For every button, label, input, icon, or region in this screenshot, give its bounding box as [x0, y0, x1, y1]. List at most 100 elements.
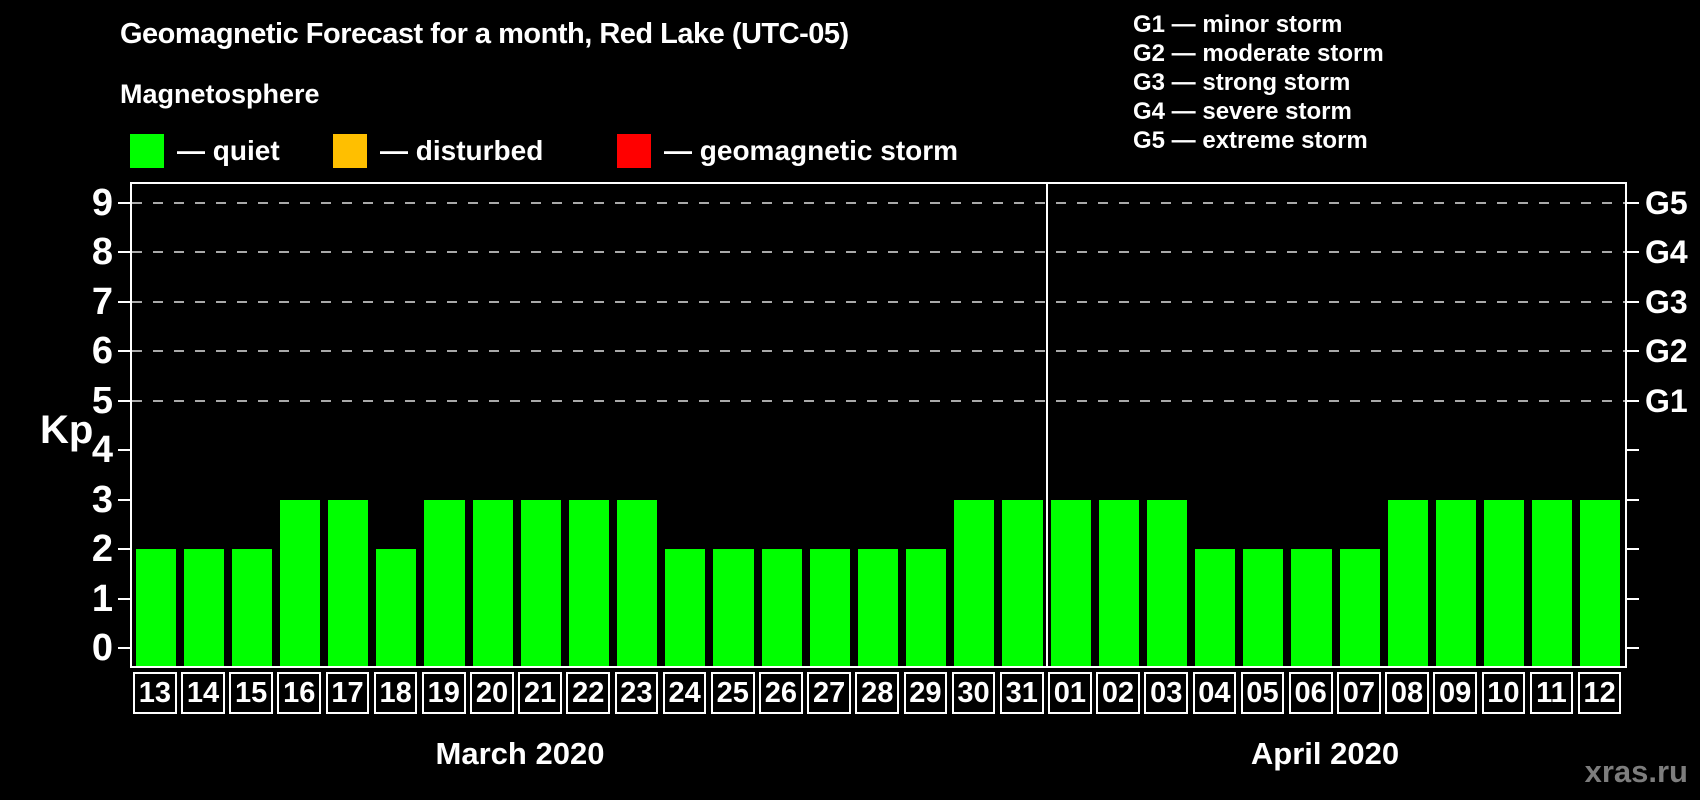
y-axis-tick-left	[118, 350, 130, 352]
y-tick-label: 6	[91, 330, 113, 372]
kp-bar	[809, 549, 850, 666]
kp-bar	[954, 499, 995, 666]
legend-heading: Magnetosphere	[120, 79, 320, 109]
month-label: April 2020	[1250, 736, 1400, 771]
y-tick-label: 5	[91, 379, 113, 422]
day-label-box: 07	[1337, 672, 1381, 714]
y-tick-label: 3	[91, 478, 113, 521]
y-axis-title: Kp	[40, 408, 94, 452]
day-label-box: 23	[614, 672, 659, 714]
kp-bar	[328, 499, 369, 666]
day-label-box: 13	[133, 672, 177, 714]
gridline-kp5	[132, 399, 1625, 402]
kp-bar	[376, 549, 417, 666]
g-axis-label: G5	[1645, 184, 1688, 221]
y-axis-tick-left	[118, 399, 130, 402]
kp-bar	[1002, 499, 1043, 666]
kp-bar	[520, 499, 561, 666]
kp-bar	[906, 549, 947, 666]
kp-bar	[1050, 499, 1091, 666]
plot-area	[130, 182, 1627, 668]
legend-item-label: — quiet	[177, 135, 280, 166]
kp-bar	[424, 499, 465, 666]
g-axis-label: G2	[1645, 333, 1688, 369]
disturbed-swatch-icon	[333, 134, 367, 168]
day-label-box: 11	[1529, 672, 1574, 714]
kp-bar	[183, 549, 224, 666]
day-label-box: 02	[1096, 672, 1140, 714]
kp-bar	[665, 549, 706, 666]
y-tick-label: 0	[91, 627, 113, 669]
g-scale-legend: G1 — minor storm G2 — moderate storm G3 — …	[1133, 10, 1384, 155]
day-label-box: 12	[1577, 672, 1622, 714]
kp-bar	[231, 549, 272, 666]
kp-bar	[1339, 549, 1380, 666]
kp-bar	[1580, 499, 1621, 666]
kp-bar	[1195, 549, 1236, 666]
y-axis-tick-left	[118, 449, 130, 451]
legend-item-disturbed: — disturbed	[333, 134, 543, 168]
kp-bar	[1098, 499, 1139, 666]
legend-item-geomagnetic-storm: — geomagnetic storm	[617, 134, 958, 168]
gridline-kp8	[132, 251, 1625, 253]
day-label-box: 28	[855, 672, 900, 714]
legend-item-label: — geomagnetic storm	[664, 135, 959, 166]
y-tick-label: 1	[91, 577, 113, 620]
kp-bar	[472, 499, 513, 666]
g-axis-label: G3	[1645, 283, 1688, 320]
kp-bar	[1532, 499, 1573, 666]
chart-title: Geomagnetic Forecast for a month, Red La…	[120, 18, 849, 50]
y-tick-label: 2	[91, 528, 113, 570]
kp-bar	[761, 549, 802, 666]
g-legend-line: G4 — severe storm	[1133, 98, 1352, 125]
day-label-box: 05	[1240, 672, 1285, 714]
kp-bar	[1243, 549, 1284, 666]
legend-item-quiet: — quiet	[130, 134, 280, 168]
kp-bar	[568, 499, 610, 666]
g-legend-line: G1 — minor storm	[1133, 11, 1343, 38]
day-label-box: 16	[277, 672, 322, 714]
day-label-box: 21	[518, 672, 562, 714]
day-label-box: 17	[325, 672, 370, 714]
y-axis-tick-left	[118, 647, 130, 649]
y-axis-tick-right	[1627, 399, 1639, 402]
y-axis-tick-right	[1627, 350, 1639, 352]
day-label-box: 27	[807, 672, 851, 714]
day-label-box: 20	[470, 672, 514, 714]
day-label-box: 15	[229, 672, 273, 714]
day-label-box: 09	[1433, 672, 1477, 714]
g-axis-label: G4	[1645, 234, 1688, 270]
day-label-box: 30	[951, 672, 996, 714]
kp-bar	[1484, 499, 1525, 666]
y-axis-tick-right	[1627, 300, 1639, 303]
watermark: xras.ru	[1584, 754, 1688, 789]
day-label-box: 19	[421, 672, 466, 714]
day-label-box: 04	[1192, 672, 1237, 714]
geomagnetic-storm-swatch-icon	[617, 134, 651, 168]
month-separator-line	[1046, 184, 1049, 666]
kp-bar	[1146, 499, 1188, 666]
y-axis-tick-right	[1627, 548, 1639, 550]
day-label-box: 22	[566, 672, 611, 714]
day-label-box: 18	[373, 672, 418, 714]
kp-bar	[1435, 499, 1476, 666]
day-label-box: 24	[662, 672, 707, 714]
y-axis-tick-right	[1627, 498, 1639, 501]
day-label-box: 31	[999, 672, 1044, 714]
legend-item-label: — disturbed	[380, 135, 544, 166]
y-axis-tick-left	[118, 251, 130, 253]
g-axis-label: G1	[1645, 382, 1688, 419]
y-axis-tick-left	[118, 498, 130, 501]
kp-bar	[617, 499, 658, 666]
gridline-kp6	[132, 350, 1625, 352]
day-label-box: 08	[1385, 672, 1429, 714]
y-tick-label: 4	[91, 429, 113, 471]
kp-bar	[857, 549, 899, 666]
kp-bar	[1387, 499, 1428, 666]
day-label-box: 10	[1481, 672, 1526, 714]
gridline-kp7	[132, 300, 1625, 303]
y-axis-tick-right	[1627, 597, 1639, 600]
day-label-box: 03	[1144, 672, 1189, 714]
y-axis-tick-left	[118, 597, 130, 600]
